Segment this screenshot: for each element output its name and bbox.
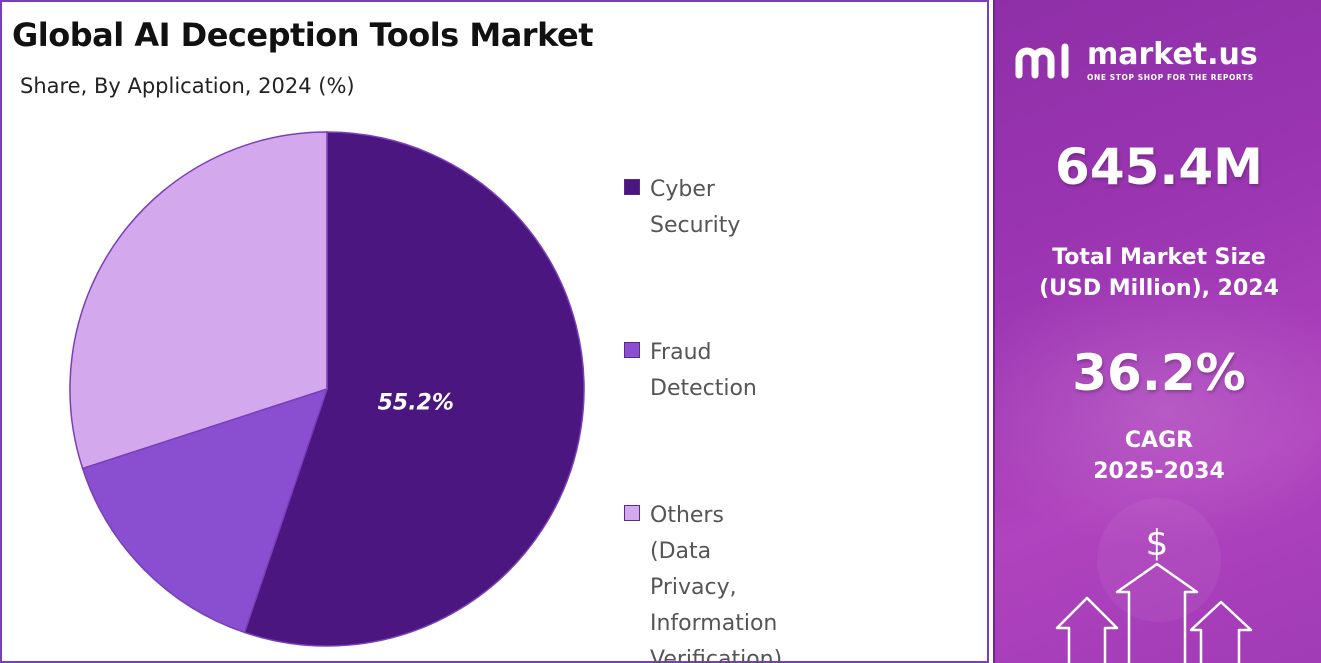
brand-tagline: ONE STOP SHOP FOR THE REPORTS bbox=[1087, 73, 1254, 82]
dollar-arrows-icon: $ bbox=[1055, 498, 1253, 663]
legend-swatch-1 bbox=[624, 179, 640, 195]
brand-logo: market.us ONE STOP SHOP FOR THE REPORTS bbox=[1015, 40, 1258, 82]
market-size-label: Total Market Size (USD Million), 2024 bbox=[1039, 245, 1279, 301]
pie-data-label-1: 55.2% bbox=[378, 391, 454, 416]
market-us-logo-icon bbox=[1015, 43, 1069, 79]
cagr-value: 36.2% bbox=[1072, 344, 1246, 402]
summary-panel: market.us ONE STOP SHOP FOR THE REPORTS … bbox=[993, 0, 1321, 663]
legend-label-1: Cyber Security bbox=[650, 177, 741, 238]
legend-swatch-3 bbox=[624, 505, 640, 521]
chart-panel: Global AI Deception Tools Market Share, … bbox=[0, 0, 989, 663]
legend-label-2: Fraud Detection bbox=[650, 340, 757, 401]
pie-slice-3 bbox=[69, 131, 328, 470]
pie-slice-1 bbox=[243, 131, 585, 647]
dollar-sign: $ bbox=[1146, 523, 1169, 564]
pie-slice-2 bbox=[81, 387, 329, 634]
legend-item-3: Others (Data Privacy, Information Verifi… bbox=[624, 498, 782, 663]
background-glow bbox=[995, 260, 1321, 560]
pie-chart: 55.2% bbox=[69, 131, 585, 647]
legend-label-3: Others (Data Privacy, Information Verifi… bbox=[650, 503, 783, 663]
market-size-value: 645.4M bbox=[1055, 138, 1263, 196]
chart-title: Global AI Deception Tools Market bbox=[12, 16, 594, 54]
chart-subtitle: Share, By Application, 2024 (%) bbox=[20, 74, 355, 98]
cagr-label: CAGR 2025-2034 bbox=[1093, 428, 1225, 484]
legend-item-2: Fraud Detection bbox=[624, 335, 757, 407]
legend-item-1: Cyber Security bbox=[624, 172, 740, 244]
legend-swatch-2 bbox=[624, 342, 640, 358]
brand-name: market.us bbox=[1087, 37, 1258, 72]
